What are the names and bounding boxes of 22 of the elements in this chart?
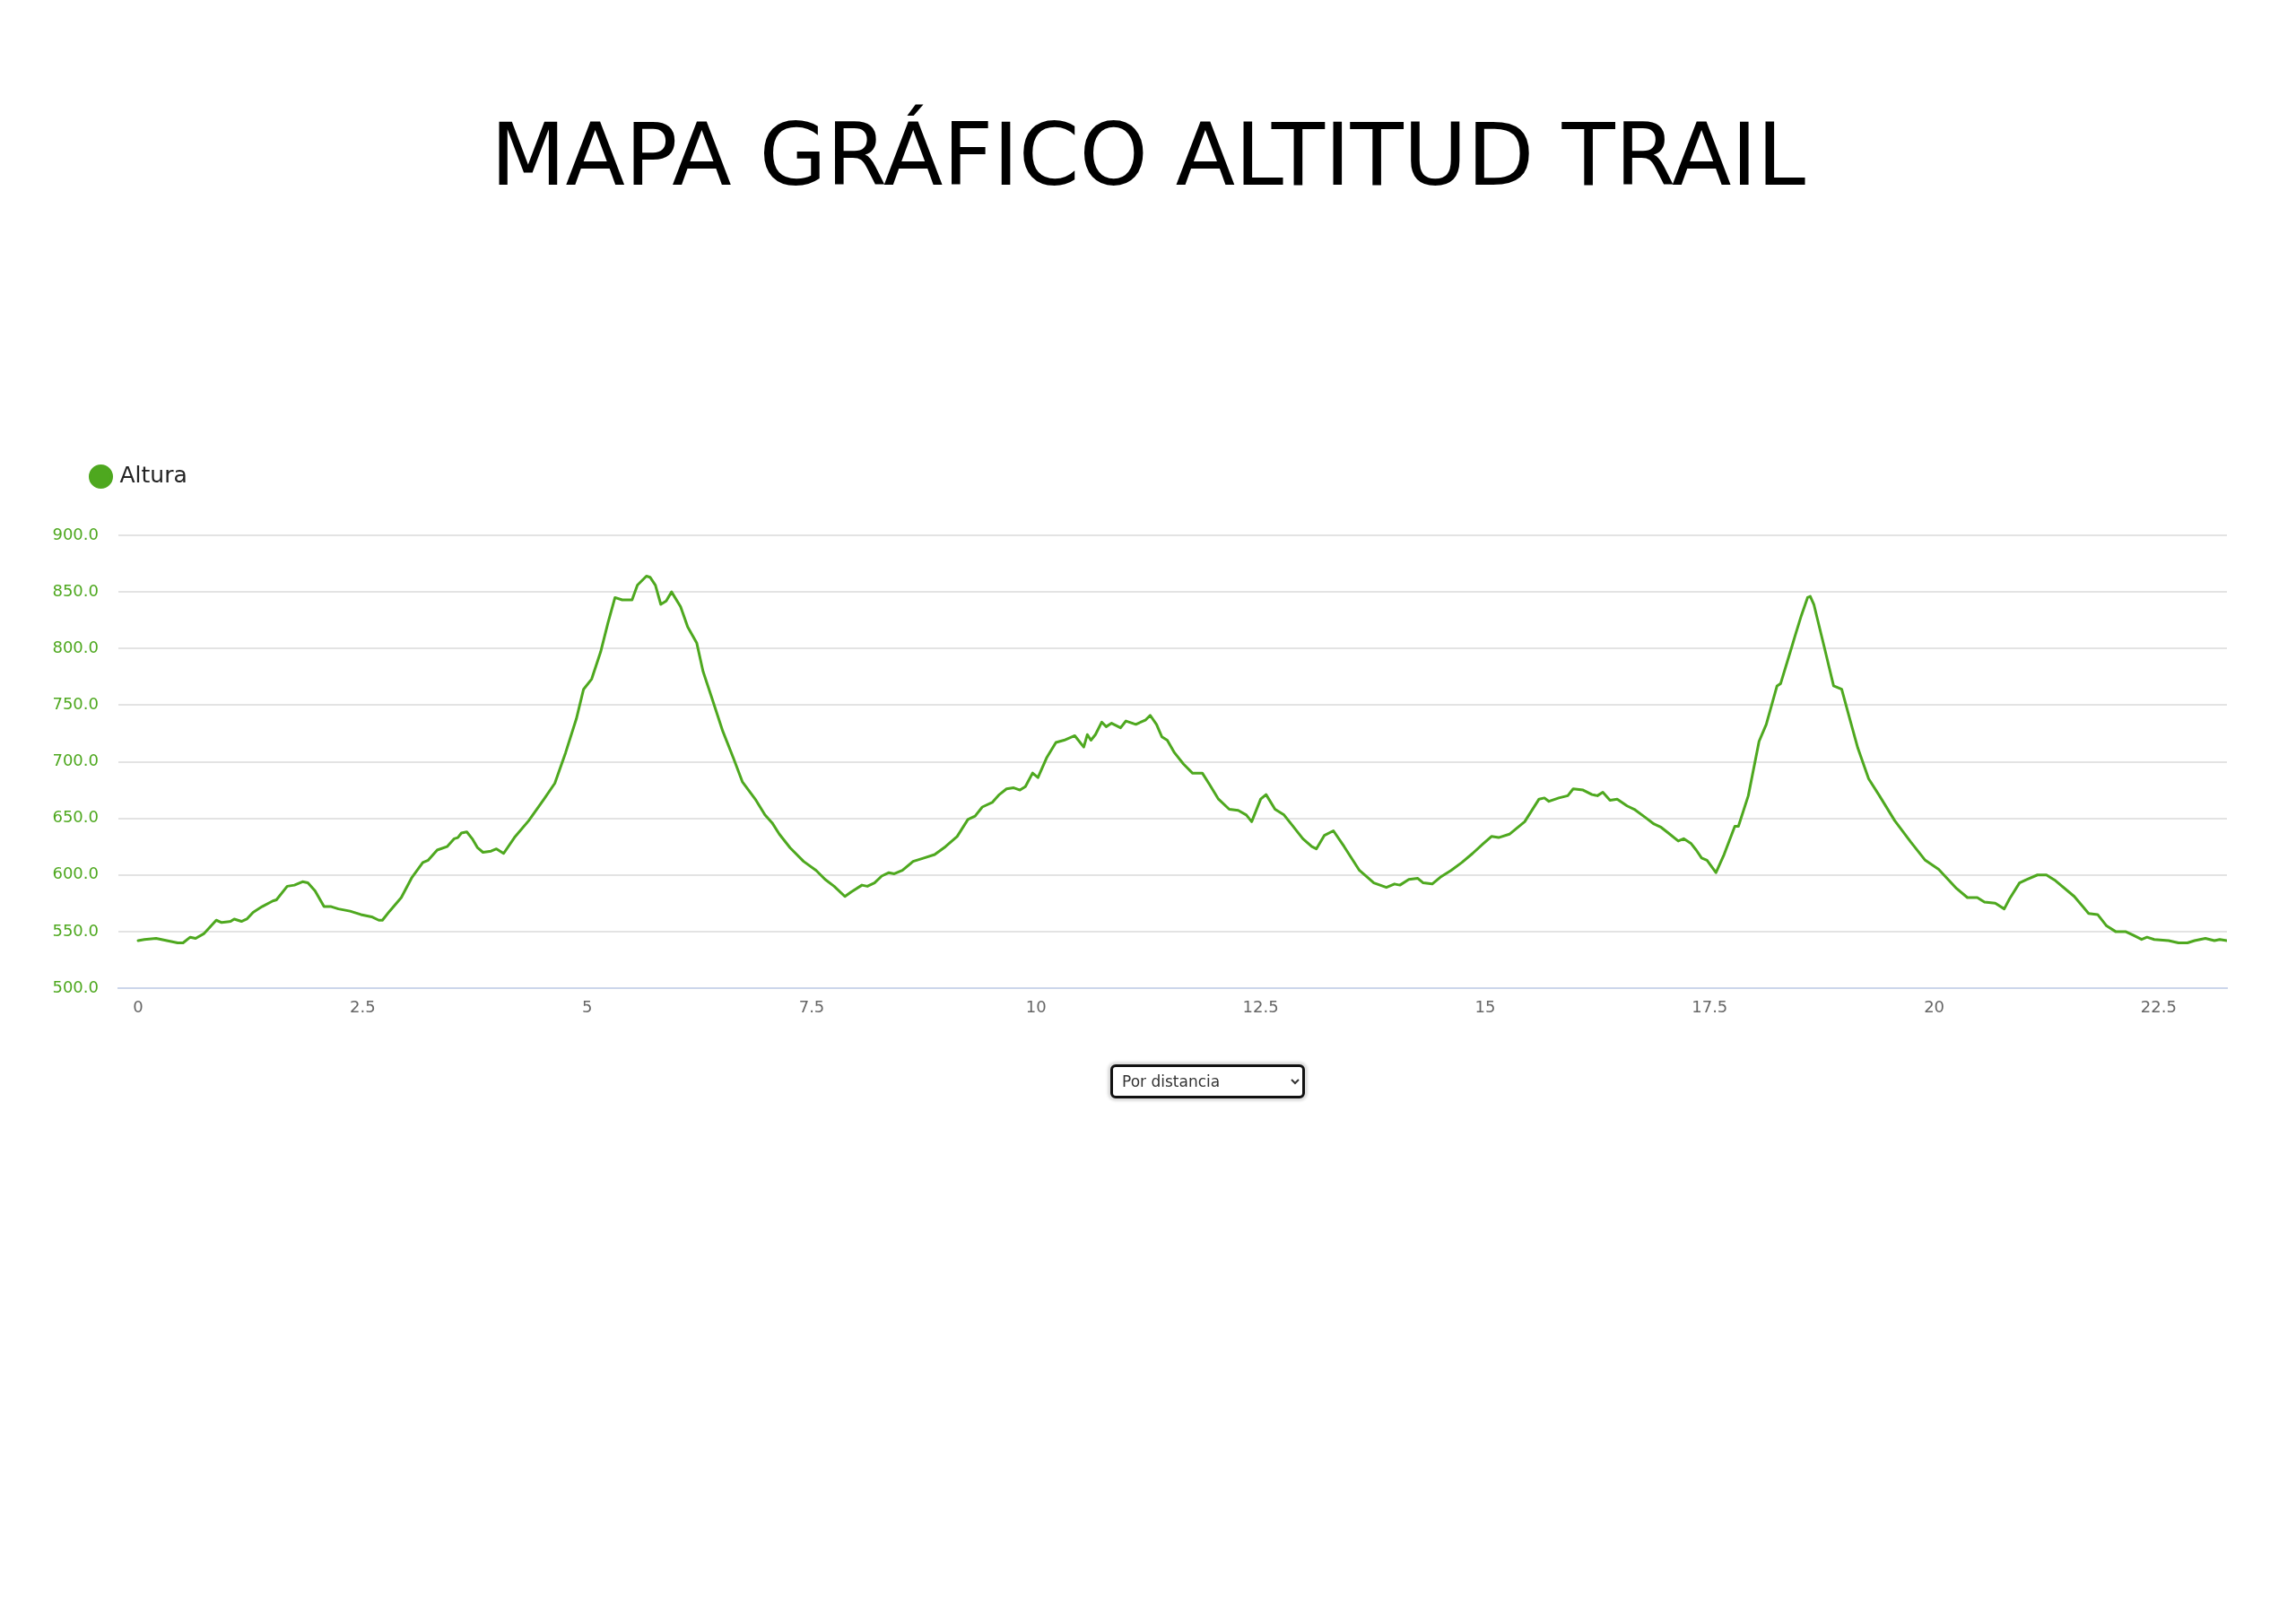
x-tick-label: 2.5	[350, 997, 376, 1017]
y-tick-label: 500.0	[52, 976, 99, 996]
x-tick-label: 10	[1025, 997, 1047, 1017]
chart-title: MAPA GRÁFICO ALTITUD TRAIL	[490, 104, 1806, 205]
x-tick-label: 7.5	[798, 997, 825, 1017]
dropdown[interactable]: Por distancia	[1110, 1064, 1305, 1098]
x-tick-label: 15	[1474, 997, 1496, 1017]
y-tick-label: 600.0	[52, 864, 99, 883]
x-tick-label: 22.5	[2140, 997, 2177, 1017]
y-tick-label: 750.0	[52, 694, 99, 714]
x-tick-label: 17.5	[1692, 997, 1728, 1017]
x-tick-label: 20	[1924, 997, 1945, 1017]
x-tick-label: 0	[133, 997, 144, 1017]
y-tick-label: 650.0	[52, 807, 99, 827]
legend-label: Altura	[119, 462, 187, 488]
x-tick-label: 5	[581, 997, 593, 1017]
y-tick-label: 850.0	[52, 580, 99, 600]
y-tick-label: 800.0	[52, 637, 99, 656]
x-tick-label: 12.5	[1242, 997, 1279, 1017]
y-tick-label: 900.0	[52, 524, 99, 543]
y-tick-label: 550.0	[52, 920, 99, 940]
y-tick-label: 700.0	[52, 751, 99, 770]
